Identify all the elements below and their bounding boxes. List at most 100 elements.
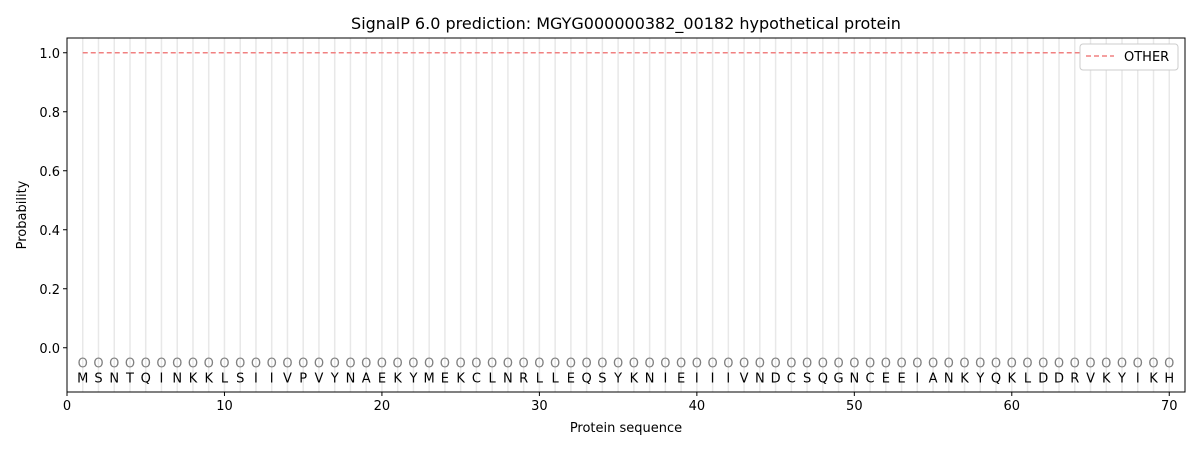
residue-label-34: S [598, 371, 606, 386]
region-label-24: O [440, 357, 450, 372]
residue-label-7: N [172, 371, 182, 386]
residue-label-50: N [849, 371, 859, 386]
residue-label-11: S [236, 371, 244, 386]
chart-title: SignalP 6.0 prediction: MGYG000000382_00… [351, 14, 901, 34]
residue-label-52: E [882, 371, 890, 386]
region-label-42: O [723, 357, 733, 372]
residue-label-35: Y [613, 371, 622, 386]
region-label-10: O [219, 357, 229, 372]
y-tick-label: 0.0 [39, 342, 60, 357]
residue-label-18: N [346, 371, 356, 386]
region-label-56: O [944, 357, 954, 372]
region-label-13: O [267, 357, 277, 372]
legend-other-label: OTHER [1124, 50, 1169, 65]
region-label-58: O [975, 357, 985, 372]
residue-label-67: Y [1117, 371, 1126, 386]
residue-label-2: S [94, 371, 102, 386]
residue-label-64: R [1070, 371, 1079, 386]
residue-label-70: H [1164, 371, 1174, 386]
legend-box [1079, 43, 1179, 71]
region-label-21: O [393, 357, 403, 372]
residue-label-23: M [424, 371, 435, 386]
residue-label-48: Q [818, 371, 828, 386]
region-label-45: O [770, 357, 780, 372]
region-label-22: O [408, 357, 418, 372]
residue-label-8: K [189, 371, 198, 386]
region-label-38: O [660, 357, 670, 372]
region-label-9: O [204, 357, 214, 372]
region-label-62: O [1038, 357, 1048, 372]
residue-label-46: C [787, 371, 796, 386]
region-label-32: O [566, 357, 576, 372]
residue-label-25: K [456, 371, 465, 386]
region-label-6: O [156, 357, 166, 372]
residue-label-62: D [1038, 371, 1048, 386]
region-label-36: O [629, 357, 639, 372]
region-label-15: O [298, 357, 308, 372]
region-label-33: O [582, 357, 592, 372]
region-label-39: O [676, 357, 686, 372]
region-label-53: O [896, 357, 906, 372]
residue-label-26: C [472, 371, 481, 386]
region-label-64: O [1070, 357, 1080, 372]
residue-label-36: K [630, 371, 639, 386]
residue-label-42: I [726, 371, 730, 386]
region-label-2: O [93, 357, 103, 372]
y-tick-label: 0.2 [39, 283, 60, 298]
x-axis-label: Protein sequence [570, 421, 682, 436]
plot-frame [66, 37, 1186, 393]
x-tick-label: 20 [374, 399, 391, 414]
region-label-3: O [109, 357, 119, 372]
residue-label-32: E [567, 371, 575, 386]
y-tick-label: 0.4 [39, 224, 60, 239]
region-label-37: O [645, 357, 655, 372]
residue-label-5: Q [141, 371, 151, 386]
residue-label-20: E [378, 371, 386, 386]
residue-label-49: G [834, 371, 844, 386]
residue-label-17: Y [330, 371, 339, 386]
residue-label-44: N [755, 371, 765, 386]
residue-label-28: N [503, 371, 513, 386]
residue-label-24: E [441, 371, 449, 386]
x-tick-label: 10 [216, 399, 233, 414]
residue-label-68: I [1136, 371, 1140, 386]
region-label-8: O [188, 357, 198, 372]
residue-label-41: I [711, 371, 715, 386]
residue-label-1: M [77, 371, 88, 386]
region-label-44: O [755, 357, 765, 372]
y-tick-label: 0.8 [39, 106, 60, 121]
region-label-19: O [361, 357, 371, 372]
region-label-5: O [141, 357, 151, 372]
region-label-67: O [1117, 357, 1127, 372]
residue-label-12: I [254, 371, 258, 386]
region-label-18: O [345, 357, 355, 372]
residue-label-54: I [915, 371, 919, 386]
region-label-54: O [912, 357, 922, 372]
region-label-59: O [991, 357, 1001, 372]
region-label-51: O [865, 357, 875, 372]
region-label-57: O [959, 357, 969, 372]
residue-label-29: R [519, 371, 528, 386]
residue-label-3: N [109, 371, 119, 386]
region-label-48: O [818, 357, 828, 372]
residue-label-61: L [1024, 371, 1032, 386]
region-label-20: O [377, 357, 387, 372]
x-tick-label: 0 [63, 399, 71, 414]
region-label-26: O [471, 357, 481, 372]
region-label-17: O [330, 357, 340, 372]
region-label-46: O [786, 357, 796, 372]
residue-label-37: N [645, 371, 655, 386]
region-label-68: O [1133, 357, 1143, 372]
residue-label-16: V [314, 371, 323, 386]
residue-label-47: S [803, 371, 811, 386]
x-tick-label: 50 [846, 399, 863, 414]
region-label-52: O [881, 357, 891, 372]
region-label-49: O [833, 357, 843, 372]
residue-label-39: E [677, 371, 685, 386]
residue-label-19: A [362, 371, 371, 386]
region-label-23: O [424, 357, 434, 372]
residue-label-63: D [1054, 371, 1064, 386]
region-label-29: O [519, 357, 529, 372]
region-label-35: O [613, 357, 623, 372]
